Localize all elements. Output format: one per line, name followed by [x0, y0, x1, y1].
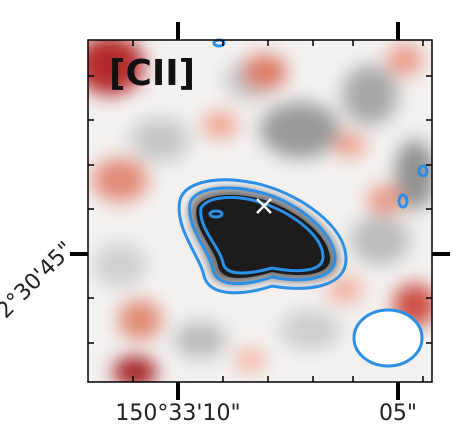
x-tick-label-1: 05" — [379, 401, 417, 426]
contour-noise-center — [208, 209, 224, 219]
contour-3sigma — [177, 178, 348, 295]
panel-title: [CII] — [109, 53, 195, 94]
x-tick-label-0: 150°33'10" — [115, 401, 240, 426]
position-marker-x — [256, 198, 272, 214]
contour-5sigma — [199, 195, 325, 275]
y-tick-label-0: 2°30'45" — [0, 237, 79, 323]
contour-4sigma — [188, 186, 337, 286]
major-ticks — [70, 22, 450, 400]
contour-noise-right-1 — [417, 164, 429, 178]
plot-frame — [87, 39, 433, 383]
minor-ticks — [88, 40, 432, 382]
beam-ellipse — [352, 308, 424, 368]
contour-lines — [177, 38, 429, 295]
contour-noise-right-2 — [397, 193, 409, 209]
